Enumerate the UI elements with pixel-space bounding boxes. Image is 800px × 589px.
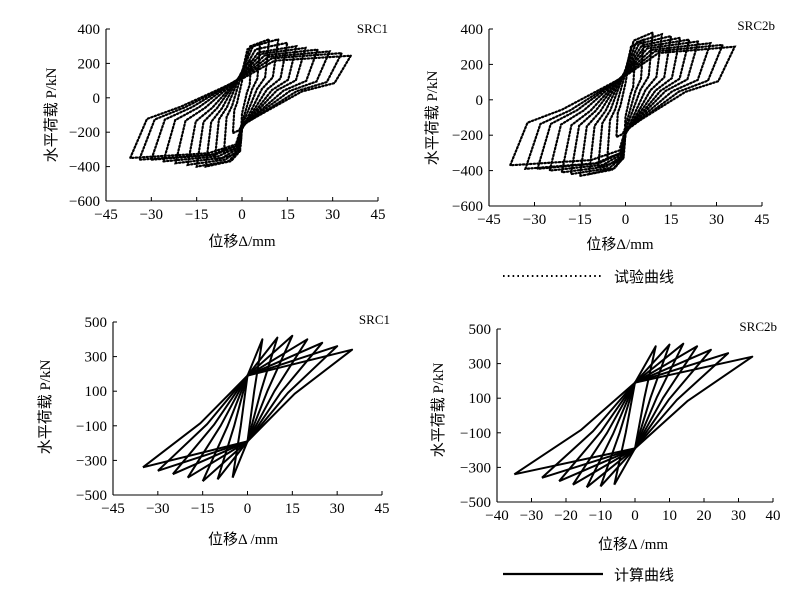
y-tick-label: −300	[460, 460, 491, 476]
y-tick-label: −100	[76, 419, 107, 435]
y-tick-label: −500	[76, 488, 107, 504]
y-tick-label: 0	[93, 91, 101, 107]
y-tick-label: 100	[85, 384, 108, 400]
hysteresis-loop-10	[137, 51, 344, 161]
x-tick-label: 20	[697, 508, 712, 524]
x-axis-label: 位移Δ/mm	[586, 236, 653, 253]
y-axis-label: 水平荷载 P/kN	[37, 360, 54, 455]
x-tick-label: 30	[731, 508, 746, 524]
x-tick-label: 15	[280, 207, 295, 223]
y-axis-label: 水平荷载 P/kN	[43, 68, 60, 163]
chart-panel-bottom-right: −40 −30 −20 −10 0 10 20 30 40500300100−100−300−5…	[430, 319, 781, 553]
x-tick-label: −30	[523, 212, 546, 228]
x-tick-label: −45	[94, 207, 117, 223]
hysteresis-loop-10	[523, 43, 725, 171]
y-tick-label: 500	[469, 322, 492, 338]
x-tick-label: 0	[622, 212, 630, 228]
x-tick-label: −15	[568, 212, 591, 228]
y-tick-label: −400	[69, 160, 100, 176]
x-axis-label: 位移Δ/mm	[208, 233, 275, 250]
x-axis-label: 位移Δ /mm	[208, 531, 278, 548]
y-tick-label: 100	[469, 391, 492, 407]
x-tick-label: 30	[709, 212, 724, 228]
hysteresis-loop-2	[599, 343, 671, 488]
y-tick-label: 300	[469, 357, 492, 373]
legend-calc-label: 计算曲线	[614, 566, 674, 584]
x-tick-label: 45	[375, 501, 390, 517]
y-tick-label: −100	[460, 426, 491, 442]
y-tick-label: 0	[476, 93, 484, 109]
legend-test-label: 试验曲线	[614, 269, 674, 286]
y-tick-label: −200	[452, 128, 483, 144]
hysteresis-loop-7	[560, 38, 691, 174]
y-tick-label: −400	[452, 164, 483, 180]
hysteresis-loop-3	[596, 30, 655, 169]
hysteresis-loop-11	[508, 45, 737, 167]
x-tick-label: 0	[244, 501, 252, 517]
hysteresis-loop-8	[161, 48, 320, 163]
x-tick-label: 10	[662, 508, 677, 524]
hysteresis-loop-6	[157, 345, 339, 472]
hysteresis-loop-4	[572, 345, 699, 486]
y-tick-label: 200	[78, 56, 101, 72]
y-axis-label: 水平荷载 P/kN	[424, 71, 441, 166]
panel-title: SRC2b	[739, 319, 777, 334]
hysteresis-loop-2	[216, 336, 279, 481]
x-tick-label: 45	[755, 212, 770, 228]
y-tick-label: 400	[78, 22, 101, 38]
y-tick-label: −500	[460, 495, 491, 511]
hysteresis-loop-6	[569, 36, 682, 176]
x-tick-label: 15	[664, 212, 679, 228]
chart-panel-top-left: −45 −30 −15 0 15 30 45 −600 −400 −200 0 200 400 位移Δ/m…	[43, 21, 388, 250]
x-tick-label: 0	[238, 207, 246, 223]
hysteresis-loop-3	[585, 342, 685, 489]
y-tick-label: 500	[85, 315, 108, 331]
x-tick-label: 15	[285, 501, 300, 517]
x-tick-label: −30	[146, 501, 169, 517]
x-tick-label: −40	[485, 508, 508, 524]
chart-panel-top-right: −45 −30 −15 0 15 30 45 −600 −400 −200 0 200 400 位移Δ/m…	[424, 18, 775, 253]
y-axis-label: 水平荷载 P/kN	[430, 363, 447, 458]
x-tick-label: 0	[631, 508, 639, 524]
y-tick-label: 200	[461, 57, 484, 73]
x-tick-label: −15	[185, 207, 208, 223]
panel-title: SRC1	[357, 21, 388, 36]
hysteresis-loop-7	[174, 46, 308, 165]
x-tick-label: −30	[140, 207, 163, 223]
x-tick-label: 40	[766, 508, 781, 524]
hysteresis-loop-1	[231, 338, 264, 479]
hysteresis-loop-7	[142, 348, 354, 469]
hysteresis-loop-6	[186, 44, 298, 167]
y-tick-label: −600	[452, 199, 483, 215]
y-tick-label: 300	[85, 350, 108, 366]
panel-title: SRC2b	[737, 18, 775, 33]
y-tick-label: −200	[69, 125, 100, 141]
hysteresis-loop-6	[541, 352, 730, 479]
hysteresis-loop-4	[204, 37, 280, 169]
x-tick-label: 45	[371, 207, 386, 223]
hysteresis-loop-5	[558, 348, 712, 483]
x-tick-label: −15	[191, 501, 214, 517]
y-tick-label: 400	[461, 22, 484, 38]
x-tick-label: 30	[325, 207, 340, 223]
chart-panel-bottom-left: −45 −30 −15 0 15 30 45 500 300 100 −100 −300 −500 位移Δ…	[37, 312, 390, 548]
panel-title: SRC1	[359, 312, 390, 327]
y-tick-label: −600	[69, 194, 100, 210]
legend: 试验曲线 计算曲线	[503, 269, 674, 584]
x-axis-label: 位移Δ /mm	[598, 536, 668, 553]
x-tick-label: −45	[101, 501, 124, 517]
y-tick-label: −300	[76, 453, 107, 469]
x-tick-label: −20	[554, 508, 577, 524]
hysteresis-loop-7	[513, 355, 754, 476]
x-tick-label: −30	[520, 508, 543, 524]
hysteresis-loop-8	[548, 40, 700, 172]
x-tick-label: −10	[589, 508, 612, 524]
hysteresis-loop-4	[186, 338, 309, 479]
x-tick-label: −45	[477, 212, 500, 228]
x-tick-label: 30	[330, 501, 345, 517]
hysteresis-loop-5	[195, 41, 289, 168]
hysteresis-loop-11	[128, 54, 353, 160]
hysteresis-loop-5	[578, 34, 673, 178]
